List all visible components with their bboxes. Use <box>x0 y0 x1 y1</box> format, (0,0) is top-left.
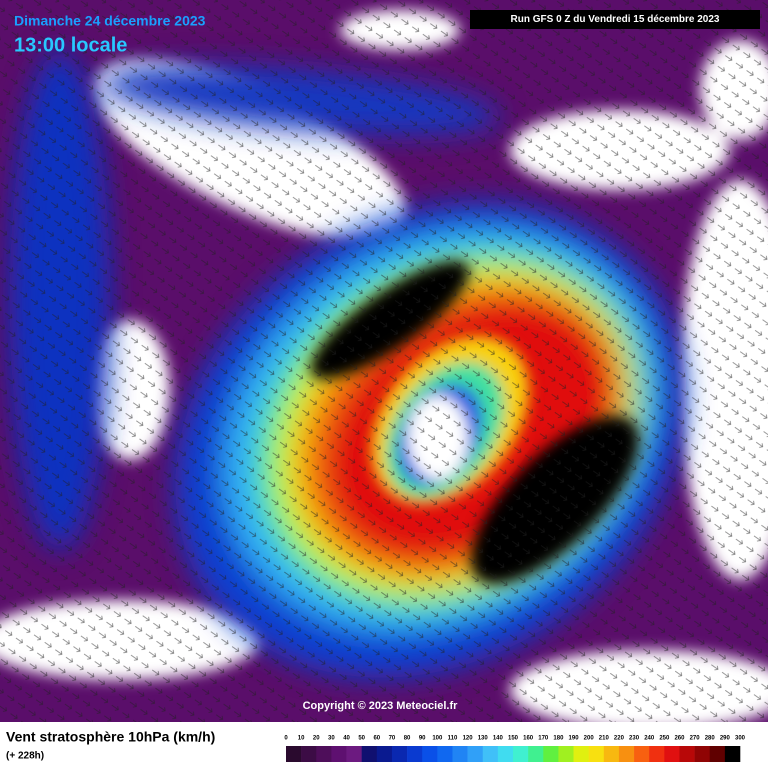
colorbar-tick-label: 60 <box>373 736 380 742</box>
color-swatch <box>346 746 362 762</box>
time-label: 13:00 locale <box>14 34 127 56</box>
legend-subtitle: (+ 228h) <box>6 751 44 762</box>
colorbar-tick-label: 240 <box>644 736 655 742</box>
color-swatch <box>497 746 514 762</box>
colorbar-tick-label: 220 <box>614 736 625 742</box>
color-swatch <box>376 746 393 762</box>
color-swatch <box>467 746 484 762</box>
color-swatch <box>528 746 544 762</box>
colorbar-tick-label: 130 <box>478 736 489 742</box>
color-swatch <box>543 746 559 762</box>
colorbar-tick-label: 280 <box>705 736 716 742</box>
color-swatch <box>709 746 726 762</box>
colorbar: 0 10 20 30 40 50 60 70 80 90 100 110 120 130 140 150 160… <box>284 736 746 762</box>
colorbar-tick-label: 90 <box>419 736 426 742</box>
run-box <box>470 10 760 29</box>
color-swatch <box>316 746 332 762</box>
colorbar-tick-label: 160 <box>523 736 534 742</box>
color-swatch <box>437 746 453 762</box>
colorbar-tick-label: 150 <box>508 736 519 742</box>
color-swatch <box>618 746 635 762</box>
colorbar-tick-label: 290 <box>720 736 731 742</box>
color-swatch <box>588 746 605 762</box>
colorbar-tick-label: 30 <box>328 736 335 742</box>
colorbar-tick-label: 50 <box>358 736 365 742</box>
color-swatch <box>391 746 408 762</box>
colorbar-tick-label: 70 <box>389 736 396 742</box>
colorbar-tick-label: 190 <box>569 736 580 742</box>
color-swatch <box>482 746 499 762</box>
color-swatch <box>422 746 438 762</box>
colorbar-tick-label: 0 <box>284 736 288 742</box>
color-swatch <box>407 746 423 762</box>
color-swatch <box>286 746 302 762</box>
colorbar-tick-label: 100 <box>432 736 443 742</box>
color-swatch <box>452 746 468 762</box>
color-swatch <box>301 746 317 762</box>
color-swatch <box>573 746 589 762</box>
color-swatch <box>649 746 665 762</box>
colorbar-tick-label: 80 <box>404 736 411 742</box>
colorbar-tick-label: 300 <box>735 736 746 742</box>
colorbar-tick-label: 200 <box>584 736 595 742</box>
copyright: Copyright © 2023 Meteociel.fr <box>303 700 459 712</box>
colorbar-tick-label: 180 <box>553 736 564 742</box>
colorbar-tick-label: 210 <box>599 736 610 742</box>
colorbar-tick-label: 250 <box>659 736 670 742</box>
color-swatch <box>513 746 529 762</box>
date-label: Dimanche 24 décembre 2023 <box>14 13 206 29</box>
color-swatch <box>724 746 741 762</box>
color-swatch <box>634 746 650 762</box>
color-swatch <box>331 746 347 762</box>
color-swatch <box>558 746 574 762</box>
colorbar-tick-label: 10 <box>298 736 305 742</box>
colorbar-tick-label: 170 <box>538 736 549 742</box>
color-swatch <box>679 746 695 762</box>
colorbar-tick-label: 110 <box>448 736 458 742</box>
colorbar-tick-label: 140 <box>493 736 504 742</box>
colorbar-tick-label: 260 <box>674 736 685 742</box>
color-swatch <box>694 746 711 762</box>
legend-title: Vent stratosphère 10hPa (km/h) <box>6 729 215 745</box>
colorbar-tick-label: 120 <box>463 736 474 742</box>
colorbar-tick-label: 40 <box>343 736 350 742</box>
run-label: Run GFS 0 Z du Vendredi 15 décembre 2023 <box>511 14 720 25</box>
color-swatch <box>664 746 680 762</box>
colorbar-tick-label: 270 <box>690 736 701 742</box>
color-swatch <box>603 746 620 762</box>
colorbar-tick-label: 230 <box>629 736 640 742</box>
colorbar-tick-label: 20 <box>313 736 320 742</box>
color-swatch <box>361 746 378 762</box>
